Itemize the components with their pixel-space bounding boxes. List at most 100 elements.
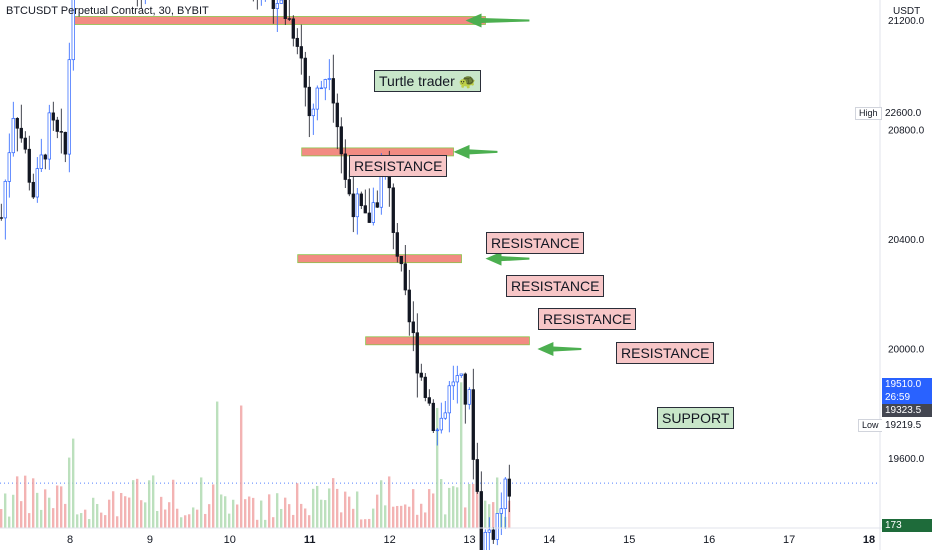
volume-bar [415,514,419,528]
volume-bar [487,504,491,528]
volume-bar [463,507,467,528]
volume-bar [443,514,447,528]
resistance-label: RESISTANCE [349,155,448,177]
resistance-label: RESISTANCE [486,232,585,254]
resistance-label: RESISTANCE [616,342,715,364]
y-tick-label: 21200.0 [888,16,925,27]
y-tick-label: 20400.0 [888,235,925,246]
candle-body [347,179,351,195]
candle-body [455,375,459,383]
volume-bar [451,486,455,528]
resistance-zone [365,336,530,346]
volume-bar [131,480,135,528]
volume-bar [235,504,239,528]
candle-body [59,131,63,133]
volume-bar [99,512,103,528]
volume-bar [171,479,175,528]
volume-bar [495,477,499,528]
volume-bar [39,509,43,528]
volume-bar [359,519,363,528]
candle-body [11,118,15,154]
volume-bar [43,489,47,528]
volume-bar [459,382,463,528]
candle-body [475,459,479,492]
candle-body [315,87,319,110]
x-tick-label: 12 [383,534,395,546]
volume-bar [223,496,227,528]
volume-bar [363,519,367,528]
price-axis [880,0,932,550]
candle-body [63,131,67,155]
candle-body [363,205,367,214]
volume-bar [379,480,383,528]
volume-bar [175,508,179,528]
candle-body [299,46,303,59]
candle-body [0,217,3,219]
candle-body [339,126,343,155]
volume-bar [447,487,451,528]
candle-body [471,389,475,460]
volume-bar [311,488,315,528]
volume-bar [435,407,439,528]
candle-body [411,321,415,334]
candle-body [371,202,375,223]
candle-body [19,127,23,139]
resistance-zone [73,16,486,25]
volume-bar [19,501,23,528]
candle-body [483,531,487,550]
candle-body [319,87,323,90]
horizontal-zones [73,16,530,346]
support-label: SUPPORT [657,407,735,429]
volume-bar [203,513,207,528]
resistance-label: RESISTANCE [506,275,605,297]
volume-bar [179,517,183,528]
arrow-annotations [453,13,582,356]
note-label: Turtle trader 🐢 [374,70,482,92]
candle-body [467,389,471,405]
volume-bar [71,438,75,528]
candle-body [391,187,395,233]
volume-bar [211,484,215,528]
symbol-title[interactable]: BTCUSDT Perpetual Contract, 30, BYBIT [6,5,209,17]
volume-bar [75,514,79,528]
candle-body [47,112,51,160]
volume-bar [455,487,459,528]
candle-body [435,429,439,432]
volume-bar [63,503,67,528]
volume-bar [327,488,331,528]
volume-bar [143,502,147,528]
candle-body [275,3,279,9]
candle-body [31,181,35,198]
countdown-badge: 26:59 [882,391,932,404]
volume-bar [507,500,511,528]
volume-bar [299,503,303,528]
volume-bar [351,508,355,528]
volume-bar [55,485,59,528]
volume-bar [251,497,255,528]
volume-bar [287,504,291,528]
candle-body [15,118,19,129]
volume-bar [271,517,275,528]
candlestick-series [0,0,511,550]
candle-body [287,18,291,20]
volume-bar [79,513,83,528]
volume-bar [159,496,163,528]
candle-body [399,255,403,265]
candle-body [507,478,511,497]
candle-body [459,373,463,376]
volume-bar [147,480,151,528]
candle-body [379,176,383,208]
volume-bar [11,494,15,528]
volume-bar [127,497,131,528]
currency-label: USDT [893,6,921,17]
candle-body [499,508,503,514]
candle-body [279,0,283,4]
volume-bar [411,489,415,528]
volume-bar [423,512,427,528]
x-tick-label: 15 [623,534,635,546]
price2-badge: 19323.5 [882,404,932,417]
candle-body [283,0,287,19]
candle-body [419,372,423,378]
